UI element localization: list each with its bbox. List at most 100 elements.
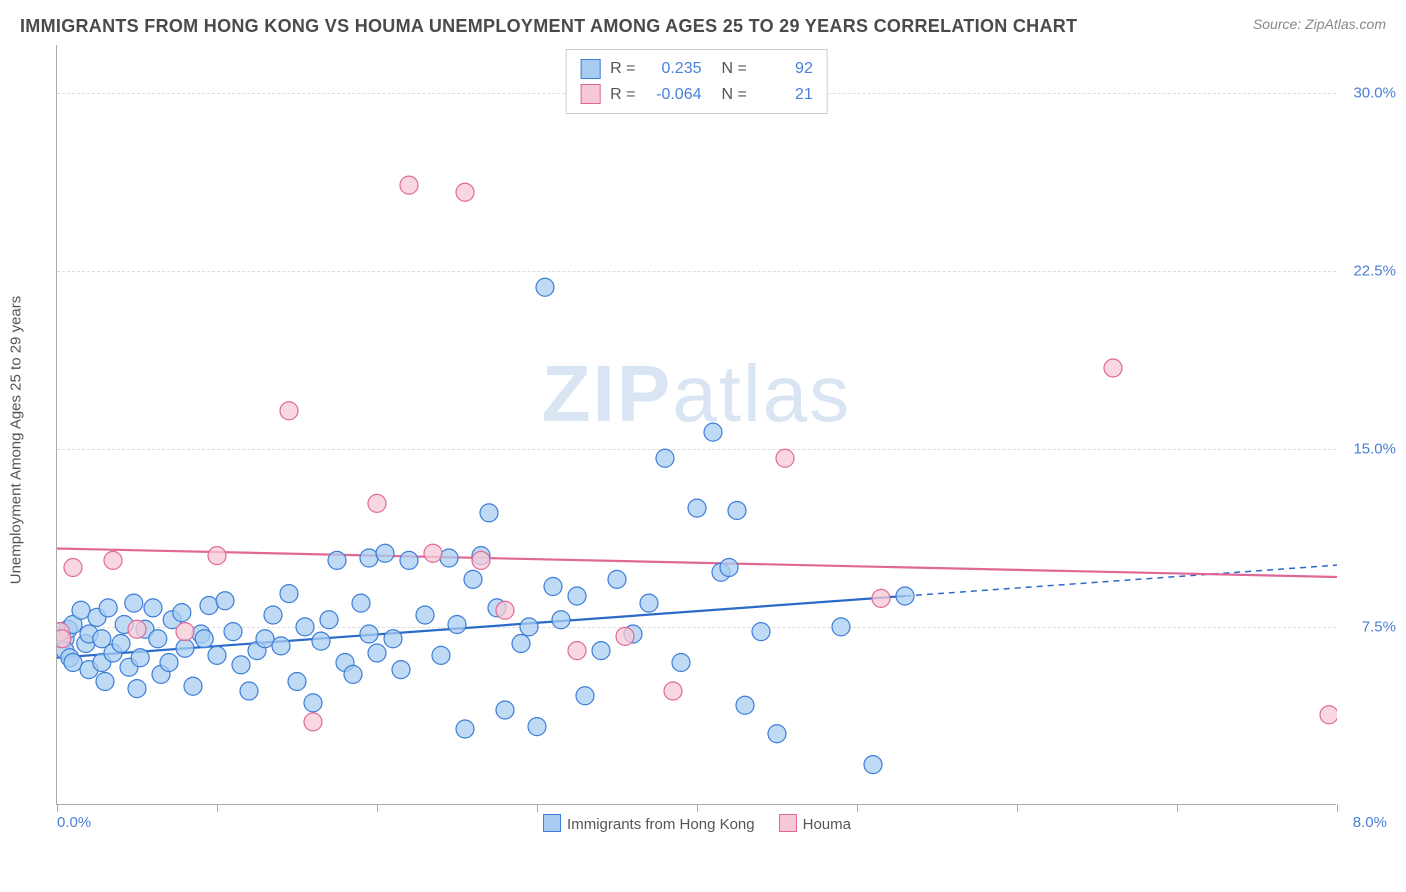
data-point xyxy=(173,604,191,622)
data-point xyxy=(672,654,690,672)
data-point xyxy=(480,504,498,522)
data-point xyxy=(149,630,167,648)
data-point xyxy=(368,644,386,662)
data-point xyxy=(552,611,570,629)
data-point xyxy=(400,551,418,569)
data-point xyxy=(520,618,538,636)
data-point xyxy=(608,570,626,588)
data-point xyxy=(464,570,482,588)
data-point xyxy=(264,606,282,624)
data-point xyxy=(99,599,117,617)
x-tick xyxy=(377,804,378,812)
x-tick xyxy=(537,804,538,812)
data-point xyxy=(304,713,322,731)
data-point xyxy=(456,183,474,201)
data-point xyxy=(872,589,890,607)
plot-area: ZIPatlas R =0.235N =92R =-0.064N =21 0.0… xyxy=(56,45,1336,805)
data-point xyxy=(240,682,258,700)
data-point xyxy=(376,544,394,562)
chart-container: Unemployment Among Ages 25 to 29 years Z… xyxy=(56,45,1386,835)
legend-swatch xyxy=(779,814,797,832)
stat-r-label: R = xyxy=(610,82,635,108)
stats-row: R =0.235N =92 xyxy=(580,56,813,82)
data-point xyxy=(352,594,370,612)
x-tick xyxy=(1337,804,1338,812)
data-point xyxy=(256,630,274,648)
data-point xyxy=(832,618,850,636)
data-point xyxy=(144,599,162,617)
data-point xyxy=(360,625,378,643)
plot-svg xyxy=(57,45,1337,805)
data-point xyxy=(400,176,418,194)
data-point xyxy=(280,402,298,420)
data-point xyxy=(472,551,490,569)
x-tick xyxy=(857,804,858,812)
data-point xyxy=(57,630,71,648)
data-point xyxy=(328,551,346,569)
x-tick xyxy=(57,804,58,812)
data-point xyxy=(208,646,226,664)
y-tick-label: 30.0% xyxy=(1353,84,1396,101)
data-point xyxy=(656,449,674,467)
data-point xyxy=(496,701,514,719)
data-point xyxy=(568,642,586,660)
data-point xyxy=(96,673,114,691)
legend-item: Houma xyxy=(779,814,851,833)
legend-label: Immigrants from Hong Kong xyxy=(567,816,755,833)
data-point xyxy=(752,623,770,641)
data-point xyxy=(312,632,330,650)
data-point xyxy=(128,620,146,638)
data-point xyxy=(392,661,410,679)
data-point xyxy=(384,630,402,648)
data-point xyxy=(272,637,290,655)
data-point xyxy=(368,494,386,512)
chart-title: IMMIGRANTS FROM HONG KONG VS HOUMA UNEMP… xyxy=(20,16,1077,37)
data-point xyxy=(131,649,149,667)
y-tick-label: 15.0% xyxy=(1353,440,1396,457)
stats-row: R =-0.064N =21 xyxy=(580,82,813,108)
data-point xyxy=(432,646,450,664)
data-point xyxy=(72,601,90,619)
stat-n-value: 21 xyxy=(757,82,813,108)
data-point xyxy=(592,642,610,660)
data-point xyxy=(688,499,706,517)
x-tick xyxy=(217,804,218,812)
data-point xyxy=(125,594,143,612)
legend-label: Houma xyxy=(803,816,851,833)
data-point xyxy=(344,665,362,683)
data-point xyxy=(664,682,682,700)
data-point xyxy=(184,677,202,695)
data-point xyxy=(304,694,322,712)
legend-swatch xyxy=(580,84,600,104)
data-point xyxy=(64,559,82,577)
data-point xyxy=(416,606,434,624)
bottom-legend: Immigrants from Hong Kong Houma xyxy=(543,814,851,833)
x-tick xyxy=(1017,804,1018,812)
source-label: Source: ZipAtlas.com xyxy=(1253,16,1386,32)
data-point xyxy=(528,718,546,736)
data-point xyxy=(448,616,466,634)
data-point xyxy=(720,559,738,577)
x-axis-min: 0.0% xyxy=(57,814,91,831)
y-axis-label: Unemployment Among Ages 25 to 29 years xyxy=(8,296,25,585)
x-tick xyxy=(1177,804,1178,812)
y-tick-label: 7.5% xyxy=(1362,618,1396,635)
data-point xyxy=(512,635,530,653)
data-point xyxy=(440,549,458,567)
data-point xyxy=(424,544,442,562)
data-point xyxy=(568,587,586,605)
stat-r-value: 0.235 xyxy=(646,56,702,82)
data-point xyxy=(64,654,82,672)
stat-r-label: R = xyxy=(610,56,635,82)
x-axis-max: 8.0% xyxy=(1353,814,1387,831)
stat-n-label: N = xyxy=(722,82,747,108)
data-point xyxy=(200,597,218,615)
data-point xyxy=(1104,359,1122,377)
data-point xyxy=(776,449,794,467)
data-point xyxy=(216,592,234,610)
data-point xyxy=(640,594,658,612)
data-point xyxy=(224,623,242,641)
stat-n-value: 92 xyxy=(757,56,813,82)
data-point xyxy=(280,585,298,603)
data-point xyxy=(544,578,562,596)
